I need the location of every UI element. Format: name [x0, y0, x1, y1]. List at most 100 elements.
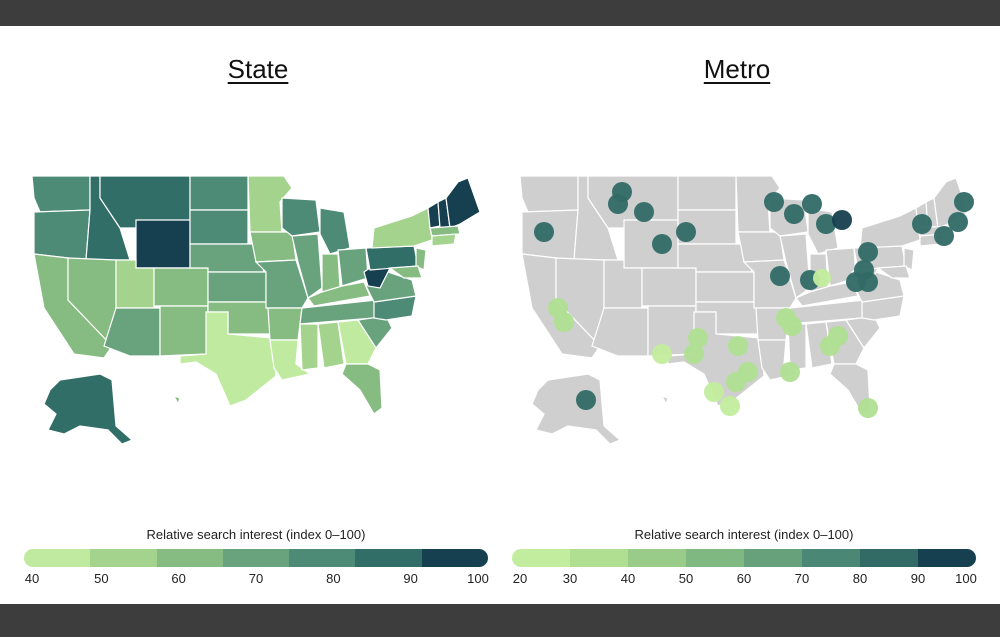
state-legend-ticks: 40 50 60 70 80 90 100: [24, 571, 489, 589]
state-new-mexico: [159, 305, 209, 357]
metro-legend-title: Relative search interest (index 0–100): [634, 527, 854, 542]
legend-swatch: [90, 549, 157, 567]
metro-legend-colorbar: [512, 549, 976, 567]
metro-bubble: [726, 372, 746, 392]
state-massachusetts: [429, 225, 461, 237]
top-frame-bar: [0, 0, 1000, 26]
metro-bubble: [782, 316, 802, 336]
legend-swatch: [860, 549, 918, 567]
state-louisiana: [269, 339, 312, 381]
metro-bubble: [554, 312, 574, 332]
metro-bubble: [676, 222, 696, 242]
legend-tick-label: 60: [171, 571, 186, 586]
state-maryland-delaware: [388, 265, 423, 279]
metro-bubble: [770, 266, 790, 286]
legend-tick-label: 40: [620, 571, 636, 586]
metro-bubble: [846, 272, 866, 292]
metro-bubble: [720, 396, 740, 416]
legend-swatch: [570, 549, 628, 567]
metro-bubble: [728, 336, 748, 356]
state-alaska: [43, 373, 134, 445]
state-washington: [31, 175, 91, 213]
legend-tick-label: 70: [794, 571, 810, 586]
legend-swatch: [802, 549, 860, 567]
state-maine: [445, 177, 481, 229]
metro-bubble-map: [519, 175, 974, 445]
legend-swatch: [289, 549, 356, 567]
legend-tick-label: 20: [512, 571, 528, 586]
state-illinois: [291, 233, 323, 299]
metro-bubble: [652, 234, 672, 254]
state-wisconsin: [281, 197, 321, 237]
metro-bubble: [934, 226, 954, 246]
state-new-york: [371, 207, 433, 249]
metro-bubble: [576, 390, 596, 410]
metro-bubble: [684, 344, 704, 364]
legend-tick-label: 100: [467, 571, 489, 586]
metro-bubble: [784, 204, 804, 224]
state-south-dakota: [189, 209, 249, 245]
state-kansas: [207, 271, 267, 303]
state-hawaii: [172, 394, 181, 406]
state-indiana: [321, 253, 341, 293]
state-legend-title: Relative search interest (index 0–100): [146, 527, 366, 542]
state-arkansas: [267, 307, 303, 341]
state-panel-title: State: [227, 54, 289, 84]
metro-bubble: [820, 336, 840, 356]
legend-tick-label: 90: [910, 571, 926, 586]
legend-tick-label: 80: [852, 571, 868, 586]
legend-swatch: [156, 549, 223, 567]
state-ohio: [337, 247, 369, 287]
metro-bubble: [816, 214, 836, 234]
legend-tick-label: 90: [403, 571, 418, 586]
state-alabama: [317, 321, 345, 369]
legend-tick-label: 40: [24, 571, 40, 586]
metro-bubble: [954, 192, 974, 212]
legend-swatch: [918, 549, 976, 567]
metro-bubble: [764, 192, 784, 212]
state-new-jersey: [415, 247, 427, 271]
legend-swatch: [512, 549, 570, 567]
metro-bubble: [704, 382, 724, 402]
state-kentucky: [307, 281, 371, 307]
metro-panel-title: Metro: [703, 54, 771, 84]
legend-swatch: [744, 549, 802, 567]
state-georgia: [337, 319, 377, 365]
metro-bubble: [813, 269, 831, 287]
legend-swatch: [421, 549, 488, 567]
state-legend-colorbar: [24, 549, 488, 567]
metro-legend-ticks: 20 30 40 50 60 70 80 90 100: [512, 571, 977, 589]
legend-swatch: [222, 549, 290, 567]
legend-tick-label: 100: [955, 571, 977, 586]
metro-bubble: [688, 328, 708, 348]
state-colorado: [153, 267, 209, 307]
legend-tick-label: 50: [94, 571, 109, 586]
metro-bubble: [780, 362, 800, 382]
legend-tick-label: 80: [326, 571, 341, 586]
state-michigan: [319, 207, 351, 255]
legend-swatch: [355, 549, 422, 567]
metro-bubble: [858, 242, 878, 262]
legend-tick-label: 50: [678, 571, 694, 586]
metro-bubble: [608, 194, 628, 214]
state-iowa: [249, 231, 297, 263]
legend-tick-label: 60: [736, 571, 752, 586]
metro-bubble: [634, 202, 654, 222]
metro-bubble: [652, 344, 672, 364]
metro-bubble: [802, 194, 822, 214]
state-arizona: [103, 307, 161, 357]
legend-swatch: [686, 549, 744, 567]
legend-swatch: [628, 549, 686, 567]
metro-bubble: [534, 222, 554, 242]
metro-bubble: [858, 398, 878, 418]
metro-bubble: [832, 210, 852, 230]
legend-tick-label: 30: [562, 571, 578, 586]
legend-tick-label: 70: [248, 571, 264, 586]
state-oregon: [33, 209, 91, 261]
metro-bubble: [912, 214, 932, 234]
legend-swatch: [24, 549, 91, 567]
state-texas: [179, 311, 277, 407]
state-choropleth-map: [31, 175, 481, 445]
state-mississippi: [299, 323, 319, 371]
state-connecticut-ri: [431, 233, 457, 247]
